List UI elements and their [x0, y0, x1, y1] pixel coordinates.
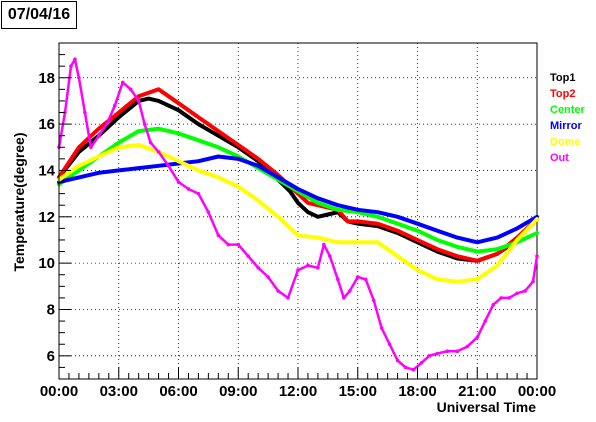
out-point — [455, 349, 460, 353]
x-tick-label: 21:00 — [458, 383, 496, 400]
x-tick-label: 03:00 — [100, 383, 138, 400]
out-point — [246, 254, 251, 258]
y-tick-label: 10 — [38, 255, 55, 272]
out-point — [475, 335, 480, 340]
y-tick-label: 16 — [38, 116, 55, 133]
legend-entry-out: Out — [550, 152, 569, 164]
y-tick-label: 6 — [47, 348, 55, 365]
out-point — [216, 233, 221, 238]
out-point — [120, 80, 125, 85]
y-axis-title: Temperature(degree) — [11, 132, 27, 271]
chart-title-box: 07/04/16 — [1, 1, 77, 29]
out-point — [347, 289, 352, 293]
x-tick-label: 15:00 — [339, 383, 377, 400]
out-point — [97, 133, 101, 138]
out-point — [387, 342, 392, 347]
out-point — [445, 349, 450, 353]
out-point — [206, 210, 211, 214]
out-point — [306, 263, 310, 268]
out-point — [105, 122, 109, 126]
out-point — [186, 187, 191, 191]
out-point — [403, 365, 408, 370]
series-line-top2 — [57, 87, 539, 263]
out-point — [136, 99, 141, 103]
out-point — [342, 296, 346, 300]
out-point — [336, 277, 340, 282]
out-point — [73, 57, 77, 62]
out-point — [379, 326, 384, 330]
out-point — [507, 296, 511, 300]
series-line-center — [57, 126, 539, 254]
out-point — [355, 275, 360, 279]
x-tick-label: 18:00 — [398, 383, 436, 400]
out-point — [371, 298, 376, 303]
chart-title: 07/04/16 — [7, 6, 71, 23]
out-point — [83, 110, 87, 115]
x-tick-label: 09:00 — [219, 383, 257, 400]
out-point — [515, 291, 519, 296]
out-point — [328, 254, 332, 258]
x-tick-label: 06:00 — [159, 383, 197, 400]
out-point — [176, 180, 181, 184]
out-point — [236, 242, 241, 247]
out-point — [69, 64, 73, 68]
legend-entry-dome: Dome — [550, 136, 581, 148]
x-tick-label: 12:00 — [279, 383, 317, 400]
out-point — [523, 289, 527, 293]
out-point — [465, 344, 470, 349]
out-point — [256, 265, 260, 270]
tick-labels: 00:00 03:00 06:00 09:00 12:00 15:00 18:00 21:00… — [38, 70, 556, 400]
out-point — [483, 319, 488, 323]
out-point — [276, 289, 280, 293]
x-tick-label: 00:00 — [518, 383, 556, 400]
out-point — [531, 279, 535, 284]
out-point — [491, 303, 495, 307]
y-tick-label: 18 — [38, 70, 55, 87]
out-point — [322, 242, 326, 247]
y-tick-label: 12 — [38, 209, 55, 226]
out-point — [77, 75, 81, 80]
out-point — [316, 265, 320, 270]
out-point — [419, 360, 424, 365]
out-point — [427, 354, 432, 358]
out-point — [296, 268, 300, 272]
out-point — [395, 358, 400, 363]
out-point — [226, 242, 231, 247]
y-tick-label: 14 — [38, 162, 55, 179]
legend-entry-center: Center — [550, 104, 586, 116]
series-line-dome — [57, 143, 539, 284]
legend-entry-top2: Top2 — [550, 88, 575, 100]
series-line-out — [57, 57, 539, 371]
out-point — [166, 164, 171, 168]
out-point — [535, 254, 539, 258]
series-line-mirror — [57, 154, 539, 245]
out-point — [363, 277, 368, 282]
out-point — [128, 87, 133, 92]
out-point — [156, 150, 161, 154]
out-point — [435, 351, 440, 356]
out-point — [411, 367, 416, 372]
out-point — [148, 140, 153, 145]
series-layer — [57, 57, 539, 372]
series-line-top1 — [57, 96, 539, 263]
y-tick-label: 8 — [47, 301, 55, 318]
out-point — [112, 103, 117, 108]
x-axis-title: Universal Time — [437, 399, 537, 415]
out-point — [89, 145, 93, 150]
legend-entry-mirror: Mirror — [550, 120, 583, 132]
out-point — [499, 296, 503, 300]
out-point — [266, 275, 270, 279]
out-point — [196, 191, 201, 196]
legend: Top1 Top2 Center Mirror Dome Out — [550, 72, 586, 164]
legend-entry-top1: Top1 — [550, 72, 575, 84]
out-point — [286, 296, 290, 300]
axes — [58, 42, 538, 380]
x-tick-label: 00:00 — [40, 383, 78, 400]
out-point — [142, 122, 147, 126]
